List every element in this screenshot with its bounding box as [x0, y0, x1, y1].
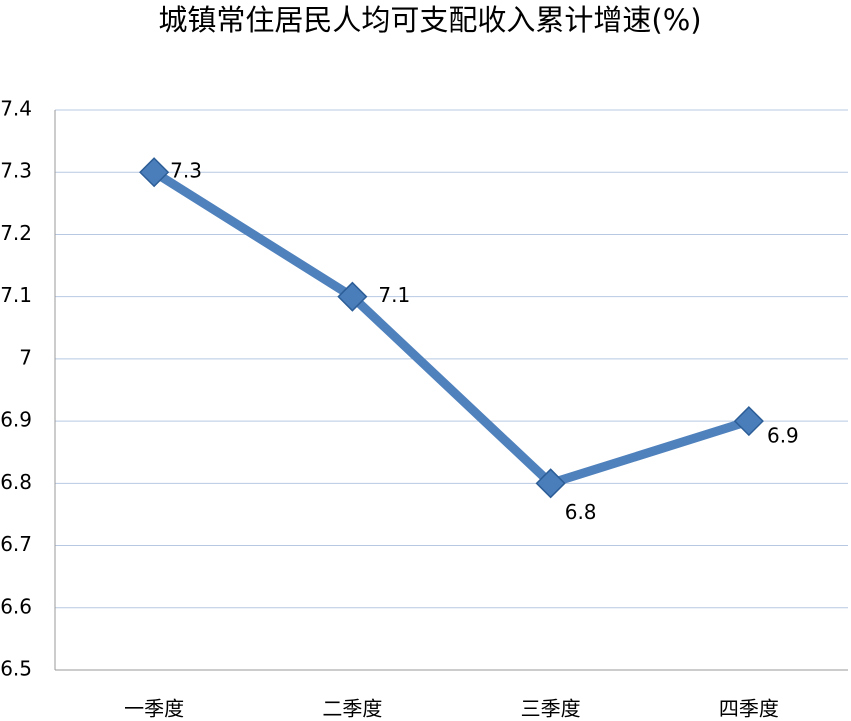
y-tick-label: 6.8: [0, 470, 32, 494]
marker: [139, 157, 170, 188]
marker: [337, 281, 368, 312]
y-tick-label: 6.9: [0, 408, 32, 432]
data-label: 6.8: [565, 500, 597, 524]
x-tick-label: 三季度: [521, 697, 581, 721]
y-tick-label: 7.3: [0, 159, 32, 183]
marker: [535, 468, 566, 499]
y-tick-label: 6.6: [0, 594, 32, 618]
y-tick-label: 7.2: [0, 221, 32, 245]
x-tick-label: 一季度: [124, 697, 184, 721]
x-tick-label: 四季度: [719, 697, 779, 721]
data-label: 7.3: [170, 159, 202, 183]
line: [151, 168, 751, 488]
chart-title: 城镇常住居民人均可支配收入累计增速(%): [158, 3, 701, 37]
y-tick-label: 7.1: [0, 283, 32, 307]
x-tick-label: 二季度: [322, 697, 382, 721]
y-tick-label: 7: [19, 345, 32, 369]
y-tick-label: 6.7: [0, 532, 32, 556]
y-tick-label: 6.5: [0, 657, 32, 681]
marker: [733, 406, 764, 437]
data-label: 7.1: [378, 283, 410, 307]
y-tick-label: 7.4: [0, 97, 32, 121]
data-label: 6.9: [767, 424, 799, 448]
